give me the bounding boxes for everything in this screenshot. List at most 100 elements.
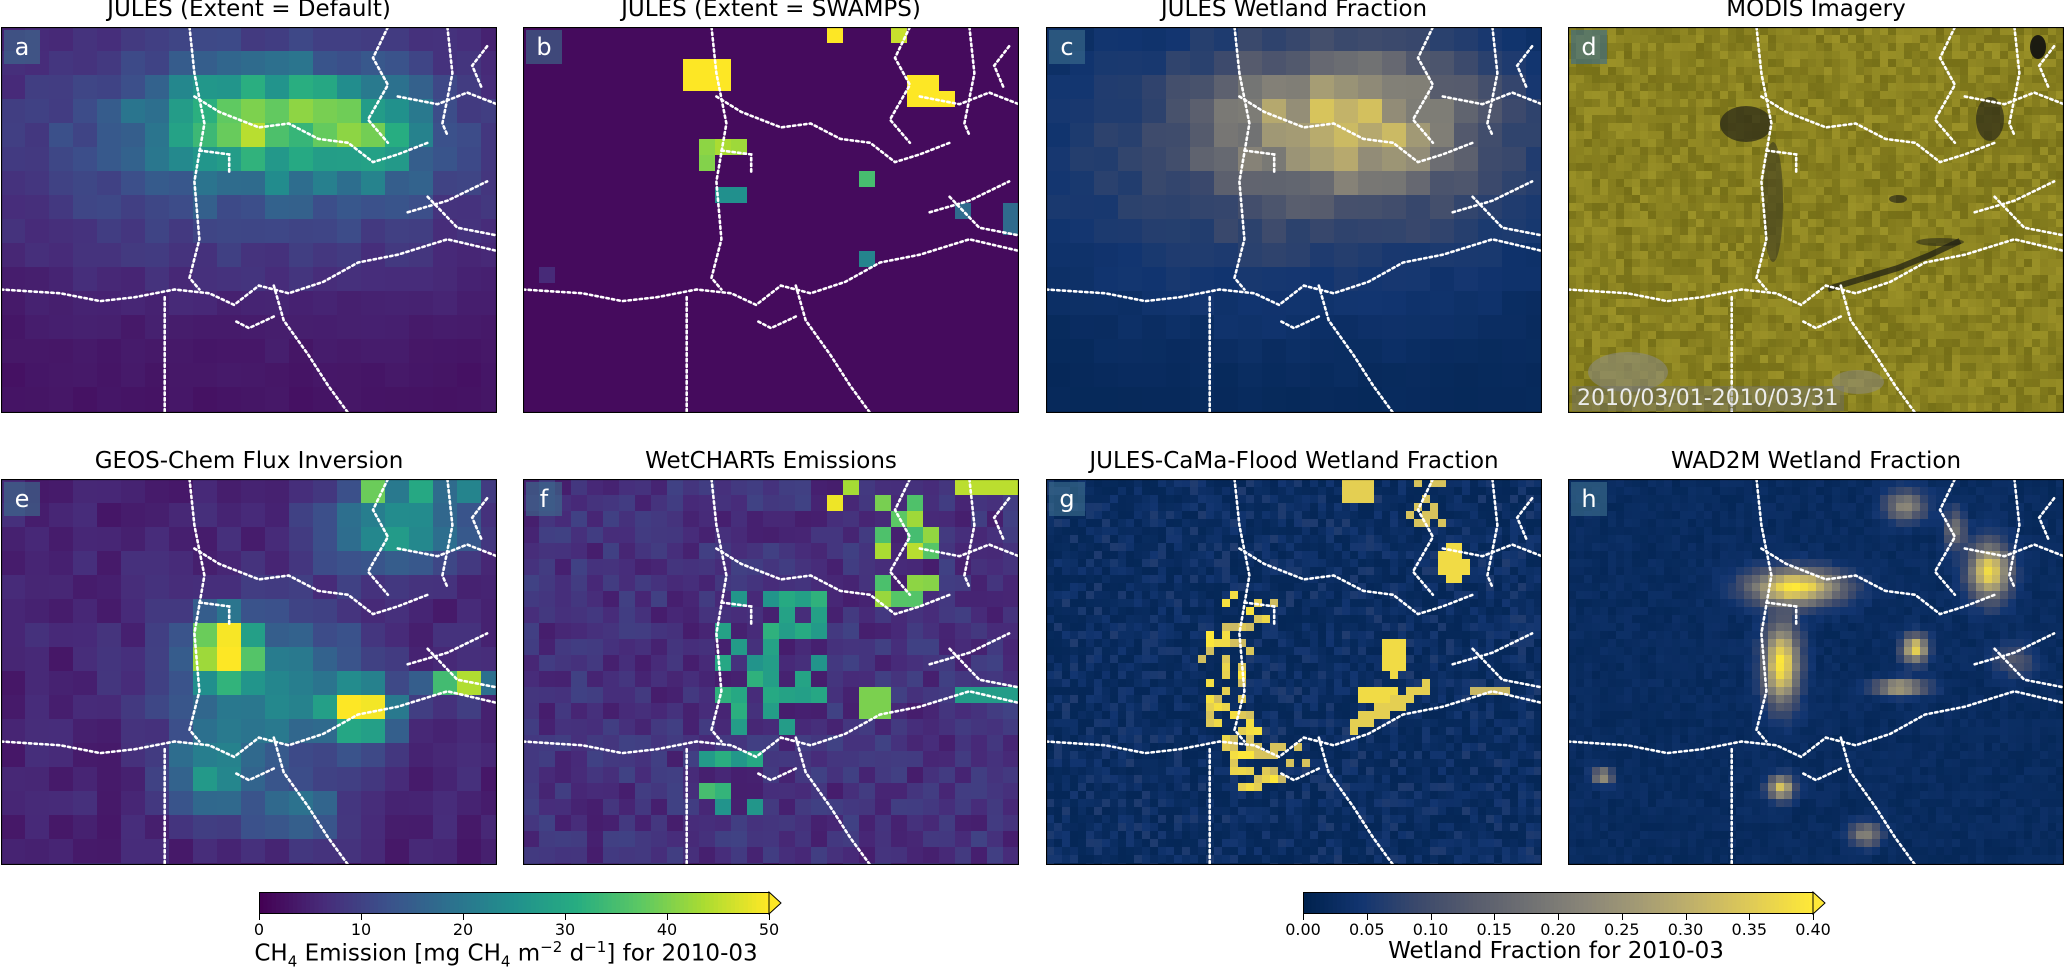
- panel-title-h: WAD2M Wetland Fraction: [1567, 446, 2065, 476]
- satellite-texture: [1936, 187, 1944, 195]
- grid-cell: [241, 291, 266, 316]
- satellite-texture: [1576, 131, 1584, 139]
- grid-cell: [457, 479, 482, 504]
- grid-cell: [827, 27, 844, 44]
- grid-cell: [747, 379, 764, 396]
- grid-cell: [1310, 387, 1335, 412]
- satellite-texture: [1864, 355, 1872, 363]
- satellite-texture: [1680, 51, 1688, 59]
- satellite-texture: [1792, 211, 1800, 219]
- satellite-texture: [1832, 35, 1840, 43]
- satellite-texture: [1568, 187, 1576, 195]
- satellite-texture: [1704, 171, 1712, 179]
- satellite-texture: [1616, 179, 1624, 187]
- grid-cell: [433, 743, 458, 768]
- satellite-texture: [1856, 131, 1864, 139]
- satellite-texture: [1736, 91, 1744, 99]
- satellite-texture: [2048, 219, 2056, 227]
- satellite-texture: [1960, 75, 1968, 83]
- grid-cell: [217, 815, 242, 840]
- grid-cell: [1358, 195, 1383, 220]
- grid-cell: [731, 171, 748, 188]
- satellite-texture: [1864, 107, 1872, 115]
- grid-cell: [1310, 219, 1335, 244]
- satellite-texture: [1968, 387, 1976, 395]
- satellite-texture: [1656, 243, 1664, 251]
- satellite-texture: [1640, 155, 1648, 163]
- satellite-texture: [1592, 179, 1600, 187]
- satellite-texture: [1896, 91, 1904, 99]
- grid-cell: [603, 347, 620, 364]
- satellite-texture: [1896, 131, 1904, 139]
- grid-cell: [49, 647, 74, 672]
- grid-cell: [651, 347, 668, 364]
- grid-cell: [481, 387, 497, 412]
- grid-cell: [747, 251, 764, 268]
- satellite-texture: [1712, 67, 1720, 75]
- satellite-texture: [2000, 371, 2008, 379]
- satellite-texture: [1688, 179, 1696, 187]
- satellite-texture: [1664, 355, 1672, 363]
- satellite-texture: [1888, 307, 1896, 315]
- satellite-texture: [1904, 347, 1912, 355]
- satellite-texture: [1840, 227, 1848, 235]
- satellite-texture: [1688, 307, 1696, 315]
- satellite-texture: [1792, 59, 1800, 67]
- grid-cell: [923, 187, 940, 204]
- satellite-texture: [1656, 35, 1664, 43]
- grid-cell: [25, 791, 50, 816]
- grid-cell: [169, 99, 194, 124]
- grid-cell: [523, 123, 540, 140]
- satellite-texture: [1872, 155, 1880, 163]
- grid-cell: [433, 791, 458, 816]
- grid-cell: [795, 219, 812, 236]
- satellite-texture: [1840, 187, 1848, 195]
- grid-cell: [619, 283, 636, 300]
- satellite-texture: [1968, 331, 1976, 339]
- satellite-texture: [1832, 219, 1840, 227]
- grid-cell: [385, 387, 410, 412]
- satellite-texture: [1616, 155, 1624, 163]
- grid-cell: [433, 503, 458, 528]
- grid-cell: [1430, 99, 1455, 124]
- grid-cell: [169, 791, 194, 816]
- satellite-texture: [1616, 91, 1624, 99]
- grid-cell: [1334, 219, 1359, 244]
- satellite-texture: [1680, 187, 1688, 195]
- map-raster: [523, 479, 1019, 865]
- grid-cell: [241, 527, 266, 552]
- grid-cell: [715, 379, 732, 396]
- grid-cell: [97, 219, 122, 244]
- grid-cell: [217, 791, 242, 816]
- grid-cell: [73, 791, 98, 816]
- satellite-texture: [1616, 299, 1624, 307]
- grid-cell: [313, 195, 338, 220]
- satellite-texture: [2016, 123, 2024, 131]
- satellite-texture: [1624, 107, 1632, 115]
- satellite-texture: [1984, 163, 1992, 171]
- grid-cell: [811, 75, 828, 92]
- grid-cell: [779, 139, 796, 156]
- grid-cell: [779, 27, 796, 44]
- grid-cell: [747, 267, 764, 284]
- grid-cell: [971, 331, 988, 348]
- grid-cell: [731, 379, 748, 396]
- grid-cell: [193, 623, 218, 648]
- grid-cell: [923, 267, 940, 284]
- satellite-texture: [1688, 363, 1696, 371]
- satellite-texture: [1632, 235, 1640, 243]
- satellite-texture: [2032, 155, 2040, 163]
- grid-cell: [795, 347, 812, 364]
- grid-cell: [25, 171, 50, 196]
- satellite-texture: [1776, 59, 1784, 67]
- satellite-texture: [1576, 315, 1584, 323]
- satellite-texture: [2024, 219, 2032, 227]
- satellite-texture: [1848, 211, 1856, 219]
- satellite-texture: [2040, 355, 2048, 363]
- satellite-texture: [1648, 211, 1656, 219]
- satellite-texture: [1656, 83, 1664, 91]
- grid-cell: [667, 235, 684, 252]
- grid-cell: [1118, 291, 1143, 316]
- satellite-texture: [2048, 251, 2056, 259]
- grid-cell: [1286, 339, 1311, 364]
